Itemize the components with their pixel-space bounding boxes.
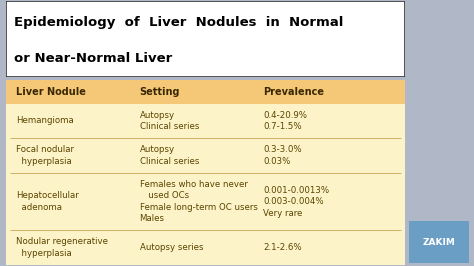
Text: 0.4-20.9%
0.7-1.5%: 0.4-20.9% 0.7-1.5% xyxy=(264,111,308,131)
Text: Hemangioma: Hemangioma xyxy=(16,117,73,125)
Text: Autopsy series: Autopsy series xyxy=(139,243,203,252)
Text: Nodular regenerative
  hyperplasia: Nodular regenerative hyperplasia xyxy=(16,238,108,258)
Text: Autopsy
Clinical series: Autopsy Clinical series xyxy=(139,111,199,131)
Text: Hepatocellular
  adenoma: Hepatocellular adenoma xyxy=(16,191,78,212)
Text: Setting: Setting xyxy=(139,87,180,97)
Bar xyxy=(6,80,405,104)
Text: Autopsy
Clinical series: Autopsy Clinical series xyxy=(139,145,199,166)
Text: Focal nodular
  hyperplasia: Focal nodular hyperplasia xyxy=(16,145,73,166)
Text: or Near-Normal Liver: or Near-Normal Liver xyxy=(14,52,172,65)
Text: 0.3-3.0%
0.03%: 0.3-3.0% 0.03% xyxy=(264,145,302,166)
Text: Prevalence: Prevalence xyxy=(264,87,324,97)
Text: ZAKIM: ZAKIM xyxy=(422,238,456,247)
Text: 0.001-0.0013%
0.003-0.004%
Very rare: 0.001-0.0013% 0.003-0.004% Very rare xyxy=(264,186,329,218)
Text: Females who have never
   used OCs
Female long-term OC users
Males: Females who have never used OCs Female l… xyxy=(139,180,257,223)
FancyBboxPatch shape xyxy=(407,221,471,263)
Text: Epidemiology  of  Liver  Nodules  in  Normal: Epidemiology of Liver Nodules in Normal xyxy=(14,16,343,29)
Text: 2.1-2.6%: 2.1-2.6% xyxy=(264,243,302,252)
Text: Liver Nodule: Liver Nodule xyxy=(16,87,85,97)
